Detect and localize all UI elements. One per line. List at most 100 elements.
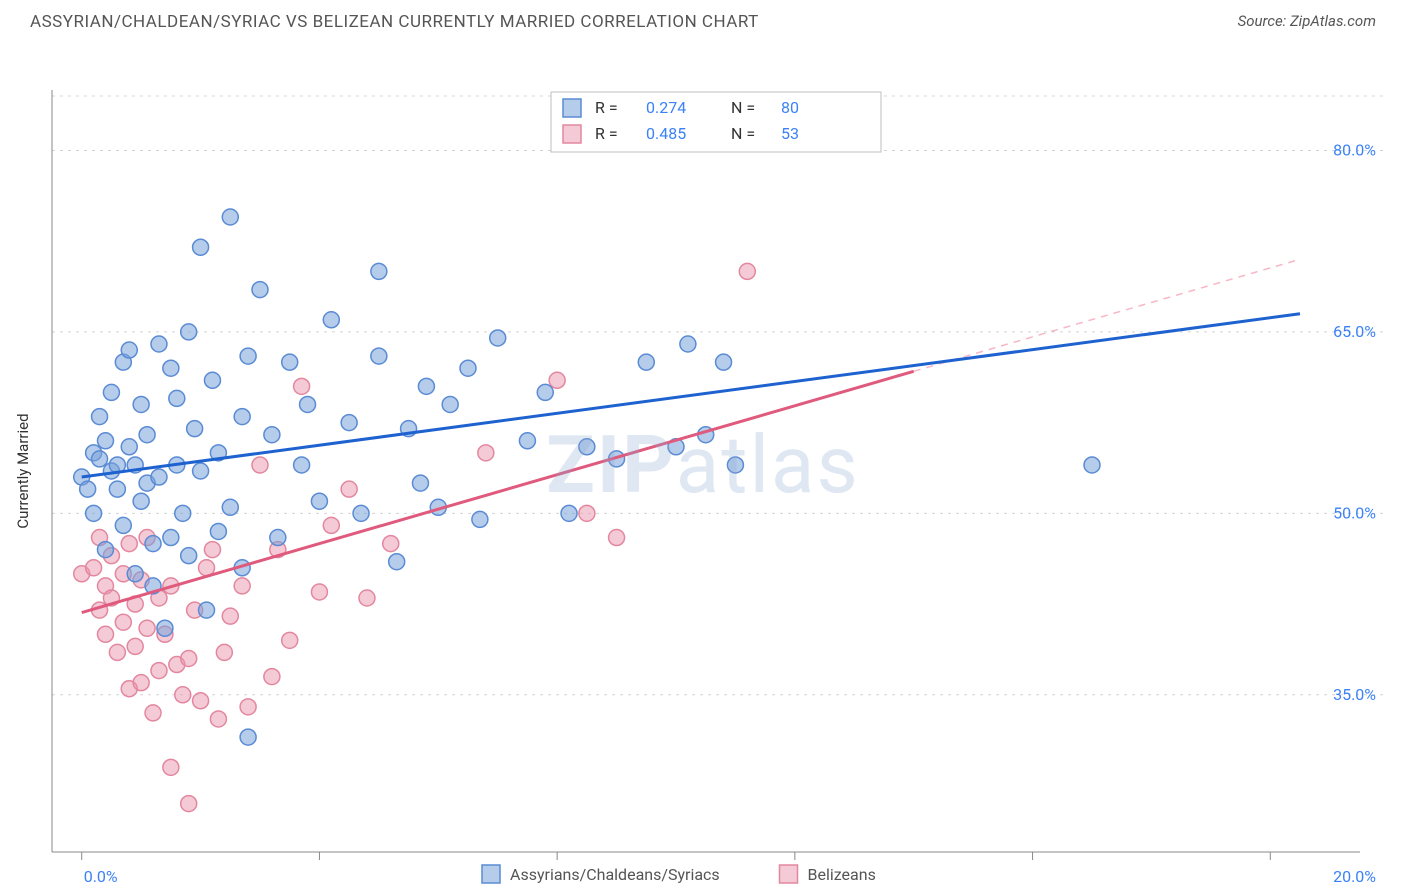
scatter-point: [193, 693, 209, 709]
legend-swatch: [563, 99, 581, 117]
scatter-point: [311, 584, 327, 600]
scatter-point: [240, 699, 256, 715]
scatter-point: [234, 578, 250, 594]
svg-text:R =: R =: [595, 98, 618, 117]
scatter-point: [86, 505, 102, 521]
chart-title: ASSYRIAN/CHALDEAN/SYRIAC VS BELIZEAN CUR…: [30, 12, 759, 32]
scatter-point: [537, 384, 553, 400]
scatter-point: [264, 427, 280, 443]
svg-text:80: 80: [781, 98, 799, 117]
scatter-point: [139, 427, 155, 443]
scatter-point: [133, 675, 149, 691]
scatter-point: [145, 536, 161, 552]
scatter-point: [97, 433, 113, 449]
svg-text:53: 53: [781, 124, 799, 143]
scatter-point: [609, 530, 625, 546]
scatter-point: [181, 650, 197, 666]
scatter-point: [175, 687, 191, 703]
y-tick-label: 35.0%: [1333, 685, 1376, 704]
scatter-point: [234, 409, 250, 425]
scatter-point: [193, 239, 209, 255]
scatter-point: [353, 505, 369, 521]
scatter-point: [638, 354, 654, 370]
scatter-point: [109, 481, 125, 497]
scatter-point: [323, 312, 339, 328]
scatter-point: [92, 409, 108, 425]
scatter-point: [204, 542, 220, 558]
series-a: [74, 209, 1100, 745]
scatter-point: [341, 481, 357, 497]
scatter-point: [109, 644, 125, 660]
scatter-point: [240, 729, 256, 745]
y-axis-label: Currently Married: [14, 413, 32, 528]
scatter-point: [359, 590, 375, 606]
svg-text:R =: R =: [595, 124, 618, 143]
scatter-point: [103, 384, 119, 400]
scatter-point: [181, 324, 197, 340]
scatter-point: [121, 342, 137, 358]
scatter-point: [181, 796, 197, 812]
scatter-point: [169, 390, 185, 406]
y-tick-label: 50.0%: [1333, 503, 1376, 522]
scatter-point: [151, 469, 167, 485]
y-tick-label: 65.0%: [1333, 322, 1376, 341]
scatter-point: [739, 263, 755, 279]
scatter-point: [252, 457, 268, 473]
scatter-point: [204, 372, 220, 388]
scatter-point: [371, 348, 387, 364]
scatter-point: [1084, 457, 1100, 473]
svg-text:0.274: 0.274: [646, 98, 686, 117]
scatter-point: [181, 548, 197, 564]
scatter-point: [222, 209, 238, 225]
scatter-point: [549, 372, 565, 388]
scatter-point: [163, 759, 179, 775]
scatter-point: [472, 511, 488, 527]
scatter-point: [383, 536, 399, 552]
scatter-point: [389, 554, 405, 570]
svg-text:N =: N =: [731, 98, 755, 117]
trend-line-b-extrap: [914, 259, 1300, 371]
scatter-point: [163, 530, 179, 546]
scatter-point: [216, 644, 232, 660]
scatter-point: [145, 705, 161, 721]
scatter-point: [282, 632, 298, 648]
scatter-point: [519, 433, 535, 449]
scatter-point: [139, 620, 155, 636]
scatter-point: [561, 505, 577, 521]
scatter-point: [294, 457, 310, 473]
trend-line-b: [82, 371, 914, 612]
scatter-point: [80, 481, 96, 497]
scatter-point: [264, 669, 280, 685]
scatter-point: [579, 439, 595, 455]
scatter-point: [341, 415, 357, 431]
legend-swatch: [563, 125, 581, 143]
scatter-point: [418, 378, 434, 394]
x-tick-label: 20.0%: [1333, 867, 1376, 886]
x-tick-label: 0.0%: [84, 867, 118, 886]
y-tick-label: 80.0%: [1333, 140, 1376, 159]
chart-container: 35.0% 50.0% 65.0% 80.0% 0.0% 20.0% Currently M…: [0, 40, 1406, 890]
scatter-point: [460, 360, 476, 376]
scatter-point: [270, 530, 286, 546]
scatter-point: [323, 517, 339, 533]
bottom-legend-swatch: [482, 865, 500, 883]
bottom-legend-swatch: [780, 865, 798, 883]
scatter-point: [311, 493, 327, 509]
scatter-point: [115, 614, 131, 630]
scatter-point: [187, 421, 203, 437]
scatter-point: [157, 620, 173, 636]
scatter-point: [193, 463, 209, 479]
scatter-point: [151, 336, 167, 352]
scatter-point: [680, 336, 696, 352]
scatter-point: [121, 536, 137, 552]
scatter-point: [210, 711, 226, 727]
scatter-point: [199, 602, 215, 618]
scatter-point: [86, 560, 102, 576]
scatter-point: [151, 663, 167, 679]
scatter-point: [490, 330, 506, 346]
scatter-point: [252, 282, 268, 298]
chart-svg: 35.0% 50.0% 65.0% 80.0% 0.0% 20.0% Currently M…: [0, 40, 1406, 890]
bottom-legend-label: Assyrians/Chaldeans/Syriacs: [510, 865, 720, 884]
scatter-point: [127, 566, 143, 582]
scatter-point: [92, 451, 108, 467]
